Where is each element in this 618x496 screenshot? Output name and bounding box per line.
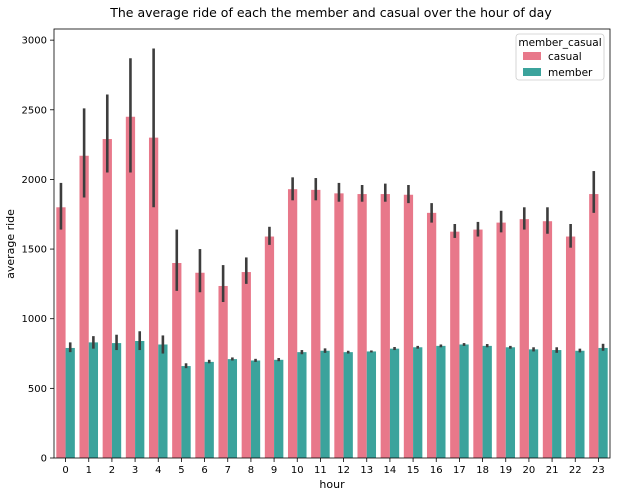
bar-casual-13 xyxy=(357,194,367,459)
x-tick-label-8: 8 xyxy=(248,465,254,476)
bars-layer xyxy=(56,116,608,459)
bar-member-6 xyxy=(204,361,214,458)
bar-casual-16 xyxy=(426,212,437,458)
y-tick-label-0: 0 xyxy=(41,454,47,465)
bar-member-13 xyxy=(366,351,377,458)
x-tick-label-6: 6 xyxy=(201,465,207,476)
legend: member_casual casual member xyxy=(515,33,605,81)
y-axis: 0 500 1000 1500 2000 2500 3000 xyxy=(22,36,54,465)
bar-casual-23 xyxy=(589,194,599,459)
bar-casual-6 xyxy=(195,272,205,458)
x-tick-label-19: 19 xyxy=(499,465,512,476)
bar-casual-20 xyxy=(519,219,529,458)
x-tick-label-18: 18 xyxy=(476,465,489,476)
error-bars-layer xyxy=(59,48,605,369)
bar-casual-10 xyxy=(287,189,298,458)
y-tick-label-2000: 2000 xyxy=(22,175,47,186)
bar-member-7 xyxy=(227,359,238,458)
bar-member-20 xyxy=(528,349,539,458)
bar-casual-8 xyxy=(241,272,251,458)
y-tick-label-3000: 3000 xyxy=(22,36,47,47)
bar-member-17 xyxy=(459,344,469,458)
x-tick-label-7: 7 xyxy=(225,465,231,476)
bar-casual-12 xyxy=(334,193,344,459)
y-tick-label-2500: 2500 xyxy=(22,105,47,116)
bar-member-0 xyxy=(65,347,75,458)
chart-title: The average ride of each the member and … xyxy=(109,5,552,20)
bar-member-14 xyxy=(389,348,400,458)
legend-title: member_casual xyxy=(518,37,601,49)
legend-swatch-casual xyxy=(523,52,541,60)
bar-member-11 xyxy=(320,350,330,458)
x-tick-label-21: 21 xyxy=(546,465,559,476)
bar-casual-15 xyxy=(403,194,414,458)
x-tick-label-0: 0 xyxy=(62,465,68,476)
bar-casual-9 xyxy=(264,236,275,458)
bar-member-16 xyxy=(436,345,446,459)
x-tick-label-9: 9 xyxy=(271,465,277,476)
legend-label-casual: casual xyxy=(548,51,582,63)
bar-casual-7 xyxy=(218,285,228,458)
x-tick-label-17: 17 xyxy=(453,465,466,476)
bar-member-9 xyxy=(274,359,284,458)
legend-swatch-member xyxy=(523,68,541,76)
x-tick-label-15: 15 xyxy=(407,465,420,476)
bar-member-8 xyxy=(250,360,261,458)
bar-casual-11 xyxy=(311,189,321,459)
bar-member-2 xyxy=(111,343,122,458)
x-axis: 0 1 2 3 4 5 6 7 8 9 10 11 12 13 14 15 16 17 18 19 20 21 22 23 xyxy=(62,458,605,476)
bar-member-5 xyxy=(181,366,191,458)
bar-member-4 xyxy=(158,344,168,458)
bar-casual-14 xyxy=(380,194,390,459)
bar-casual-1 xyxy=(79,155,89,458)
bar-member-22 xyxy=(575,350,585,458)
bar-casual-2 xyxy=(102,139,112,459)
x-tick-label-10: 10 xyxy=(291,465,304,476)
bar-member-12 xyxy=(343,352,353,458)
bar-casual-18 xyxy=(473,229,483,458)
y-tick-label-1500: 1500 xyxy=(22,245,47,256)
y-axis-label: average ride xyxy=(4,209,17,279)
bar-casual-0 xyxy=(56,207,66,458)
x-axis-label: hour xyxy=(319,478,345,491)
bar-casual-5 xyxy=(172,263,182,458)
bar-casual-21 xyxy=(542,221,553,458)
x-tick-label-3: 3 xyxy=(132,465,138,476)
bar-member-21 xyxy=(552,350,562,458)
bar-casual-22 xyxy=(565,236,576,458)
x-tick-label-13: 13 xyxy=(360,465,373,476)
legend-items: casual member xyxy=(523,51,593,79)
x-tick-label-16: 16 xyxy=(430,465,443,476)
x-tick-label-4: 4 xyxy=(155,465,161,476)
x-tick-label-14: 14 xyxy=(384,465,397,476)
legend-label-member: member xyxy=(548,67,593,79)
bar-casual-3 xyxy=(125,116,136,458)
x-tick-label-2: 2 xyxy=(109,465,115,476)
bar-casual-17 xyxy=(450,231,460,458)
x-tick-label-5: 5 xyxy=(178,465,184,476)
x-tick-label-22: 22 xyxy=(569,465,582,476)
y-tick-label-1000: 1000 xyxy=(22,314,47,325)
x-tick-label-1: 1 xyxy=(86,465,92,476)
bar-member-1 xyxy=(88,342,99,458)
bar-member-3 xyxy=(135,341,145,458)
y-tick-label-500: 500 xyxy=(28,384,47,395)
bar-casual-19 xyxy=(496,222,506,458)
x-tick-label-11: 11 xyxy=(314,465,327,476)
bar-member-23 xyxy=(598,347,608,458)
x-tick-label-20: 20 xyxy=(523,465,536,476)
bar-member-10 xyxy=(297,352,307,458)
bar-member-18 xyxy=(482,345,492,459)
x-tick-label-12: 12 xyxy=(337,465,350,476)
plot-frame xyxy=(53,28,611,459)
x-tick-label-23: 23 xyxy=(592,465,605,476)
bar-member-19 xyxy=(505,347,516,458)
bar-casual-4 xyxy=(148,137,159,458)
bar-member-15 xyxy=(413,347,423,458)
